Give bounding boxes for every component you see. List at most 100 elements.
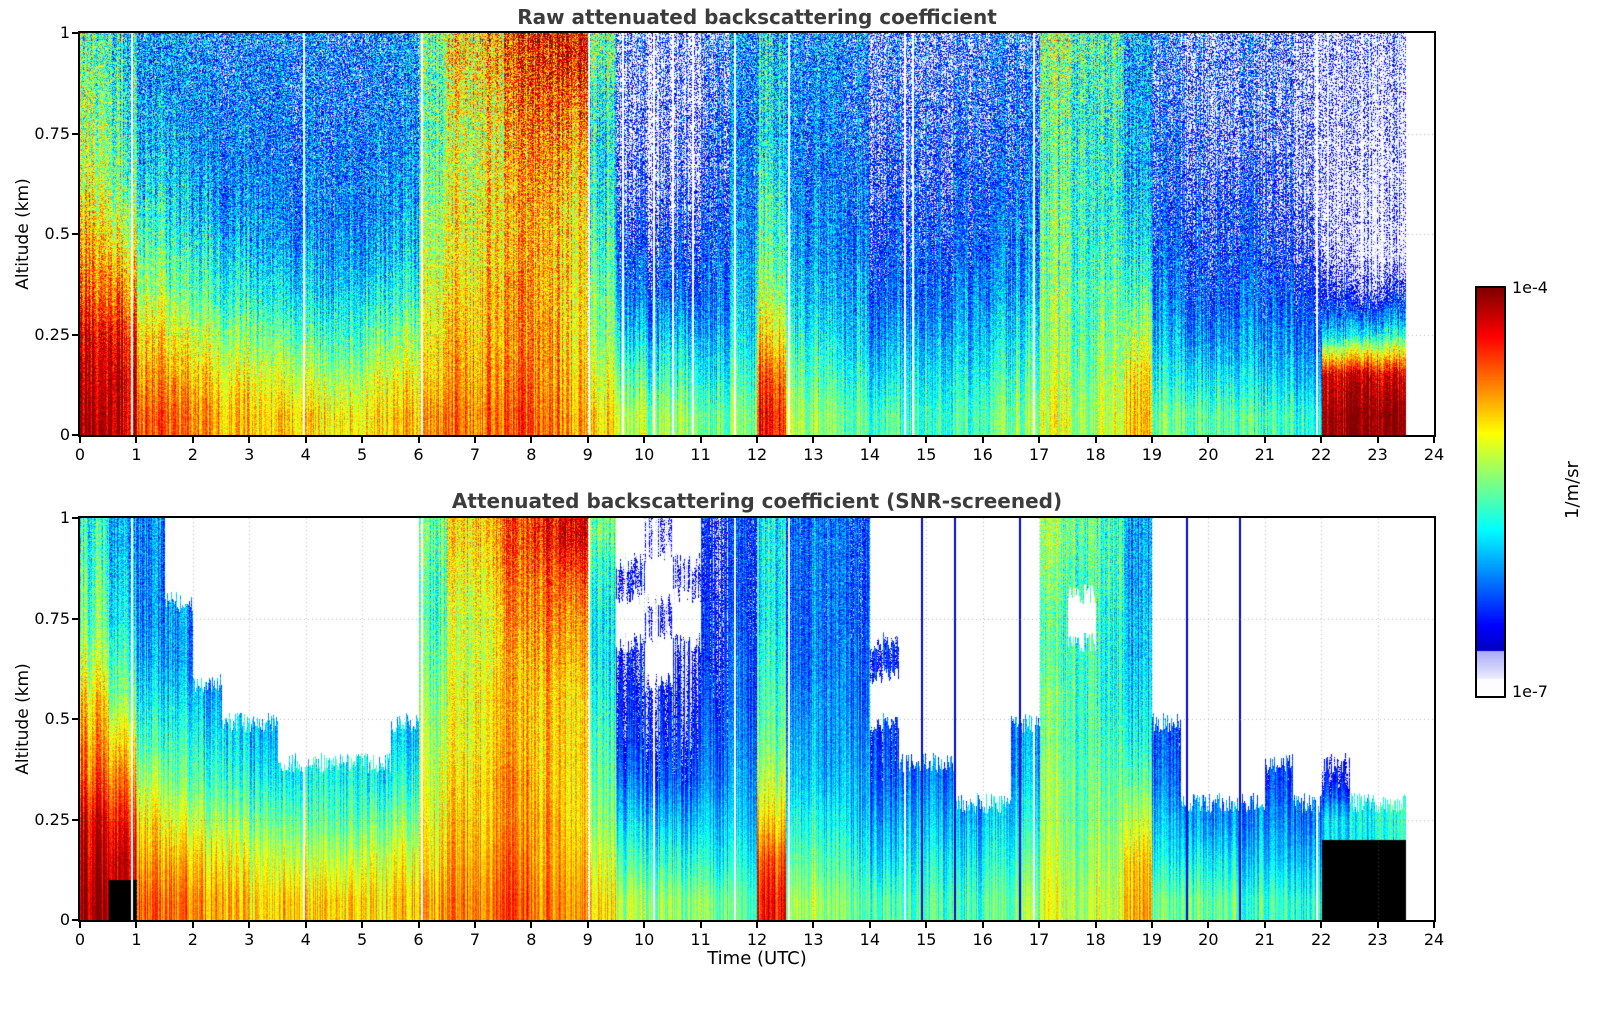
x-tick <box>925 437 928 443</box>
y-tick-label: 0.5 <box>44 709 70 728</box>
x-tick-label: 20 <box>1198 445 1219 464</box>
x-tick-label: 5 <box>356 445 368 464</box>
x-tick-label: 6 <box>413 445 424 464</box>
x-tick <box>643 437 646 443</box>
x-tick <box>1207 437 1210 443</box>
x-tick <box>812 437 815 443</box>
x-tick-label: 4 <box>300 930 311 949</box>
x-tick-label: 20 <box>1198 930 1219 949</box>
x-tick <box>868 922 871 928</box>
colorbar-min-label: 1e-7 <box>1512 682 1548 701</box>
x-tick-label: 19 <box>1141 930 1163 949</box>
x-tick-label: 12 <box>746 930 768 949</box>
x-tick-label: 1 <box>131 445 142 464</box>
x-tick-label: 1 <box>131 930 142 949</box>
colorbar-max-label: 1e-4 <box>1512 278 1548 297</box>
y-tick-label: 0.25 <box>34 324 70 344</box>
x-tick-label: 23 <box>1367 445 1388 464</box>
x-tick-label: 13 <box>803 445 824 464</box>
x-tick-label: 9 <box>582 445 593 464</box>
x-tick-label: 19 <box>1141 445 1163 464</box>
x-tick <box>981 922 984 928</box>
y-tick <box>72 233 78 235</box>
x-tick <box>473 437 476 443</box>
x-tick <box>248 922 251 928</box>
x-tick-label: 7 <box>469 930 480 949</box>
x-tick <box>586 922 589 928</box>
x-tick-label: 18 <box>1085 445 1106 464</box>
x-tick-label: 17 <box>1028 445 1050 464</box>
x-tick <box>191 922 194 928</box>
screened-heatmap-panel <box>78 516 1436 922</box>
x-tick-label: 6 <box>413 930 424 949</box>
x-tick <box>473 922 476 928</box>
x-tick <box>756 437 758 443</box>
x-tick-label: 21 <box>1254 930 1275 949</box>
x-tick-label: 10 <box>633 445 655 464</box>
y-tick <box>72 919 78 921</box>
x-tick <box>1433 922 1435 928</box>
x-tick <box>1263 437 1266 443</box>
x-tick <box>1263 922 1266 928</box>
x-tick <box>530 922 533 928</box>
x-tick <box>586 437 589 443</box>
x-tick <box>981 437 984 443</box>
colorbar-units-label: 1/m/sr <box>1562 461 1583 519</box>
x-tick-label: 14 <box>859 930 880 949</box>
x-tick-label: 5 <box>356 930 368 949</box>
y-tick <box>72 333 78 336</box>
x-tick <box>1376 922 1379 928</box>
x-tick <box>812 922 815 928</box>
x-tick <box>1094 922 1097 928</box>
x-tick-label: 13 <box>803 930 824 949</box>
x-tick <box>1038 922 1041 928</box>
x-tick <box>1150 437 1153 443</box>
x-tick-label: 15 <box>916 445 937 464</box>
x-tick <box>361 437 364 443</box>
y-tick-label: 0.75 <box>34 608 70 628</box>
screened-heatmap-canvas <box>80 518 1434 920</box>
x-tick <box>248 437 251 443</box>
x-tick-label: 22 <box>1310 930 1332 949</box>
x-tick <box>304 922 307 928</box>
raw-heatmap-panel <box>78 31 1436 437</box>
raw-panel-title: Raw attenuated backscattering coefficien… <box>517 5 997 29</box>
x-tick-label: 2 <box>187 445 198 464</box>
x-tick-label: 4 <box>300 445 311 464</box>
x-tick <box>1038 437 1041 443</box>
x-tick-label: 10 <box>633 930 655 949</box>
colorbar-gradient <box>1477 288 1504 692</box>
time-axis-label: Time (UTC) <box>707 948 807 969</box>
y-tick-label: 1 <box>59 23 70 42</box>
x-tick-label: 22 <box>1310 445 1332 464</box>
x-tick <box>417 437 420 443</box>
x-tick-label: 16 <box>972 445 993 464</box>
x-tick-label: 14 <box>859 445 880 464</box>
x-tick-label: 3 <box>244 930 255 949</box>
x-tick <box>1150 922 1153 928</box>
y-tick <box>72 517 78 519</box>
x-tick-label: 0 <box>74 445 86 464</box>
x-tick <box>361 922 364 928</box>
x-tick <box>756 922 758 928</box>
x-tick <box>1320 437 1323 443</box>
x-tick <box>925 922 928 928</box>
x-tick-label: 24 <box>1423 930 1445 949</box>
x-tick-label: 16 <box>972 930 993 949</box>
x-tick-label: 11 <box>690 445 711 464</box>
x-tick-label: 2 <box>187 930 198 949</box>
x-tick-label: 7 <box>469 445 480 464</box>
screened-panel-title: Attenuated backscattering coefficient (S… <box>451 489 1063 513</box>
x-tick <box>79 437 81 443</box>
x-tick-label: 17 <box>1028 930 1050 949</box>
x-tick <box>304 437 307 443</box>
x-tick-label: 18 <box>1085 930 1106 949</box>
y-tick-label: 0 <box>59 425 70 444</box>
y-tick <box>72 132 78 135</box>
x-tick-label: 9 <box>582 930 593 949</box>
x-tick-label: 15 <box>916 930 937 949</box>
x-tick <box>530 437 533 443</box>
x-tick <box>868 437 871 443</box>
x-tick <box>643 922 646 928</box>
y-tick-label: 0.75 <box>34 123 70 143</box>
